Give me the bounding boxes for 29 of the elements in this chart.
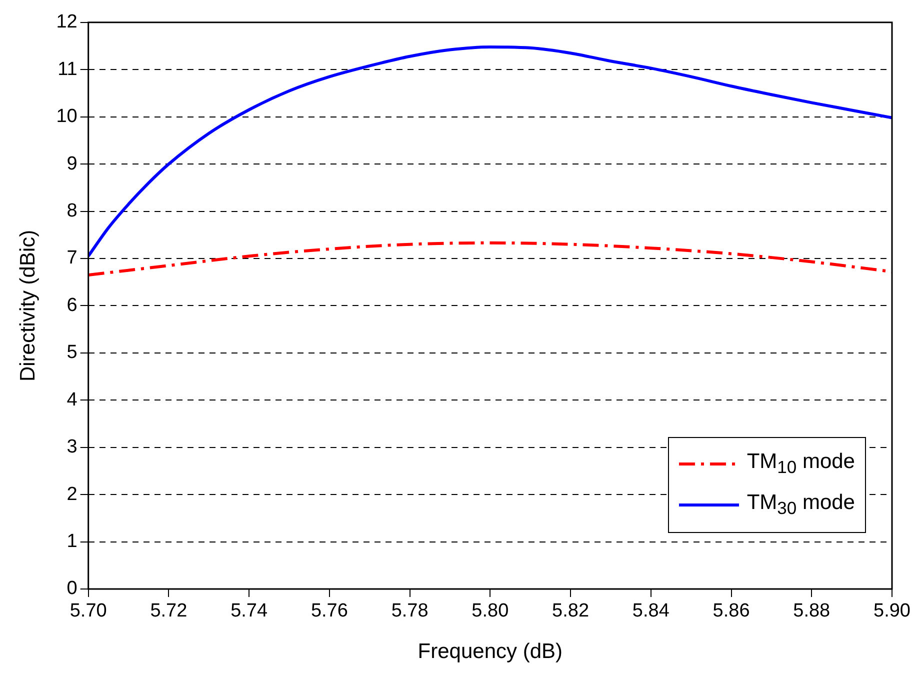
y-tick-label: 12: [56, 12, 78, 33]
x-tick-label: 5.70: [70, 600, 107, 622]
y-tick-label: 11: [58, 58, 78, 80]
x-tick-label: 5.82: [552, 600, 590, 622]
y-axis-title: Directivity (dBic): [16, 230, 40, 382]
x-tick-label: 5.84: [632, 600, 670, 622]
y-tick-label: 3: [66, 436, 78, 458]
legend-label: TM$_{30}$ mode: [746, 490, 855, 520]
x-tick-label: 5.80: [472, 600, 509, 622]
y-tick-label: 7: [66, 248, 78, 269]
y-tick-label: 10: [56, 106, 78, 128]
x-tick-label: 5.86: [712, 600, 750, 622]
y-tick-label: 5: [66, 342, 78, 364]
y-tick-label: 1: [66, 531, 78, 552]
y-tick-label: 4: [66, 389, 78, 410]
x-tick-label: 5.76: [310, 600, 348, 622]
x-tick-label: 5.74: [230, 600, 268, 622]
x-axis-title: Frequency (dB): [418, 640, 563, 664]
y-tick-label: 6: [66, 294, 78, 316]
x-tick-label: 5.90: [874, 600, 910, 622]
legend-label: TM$_{10}$ mode: [746, 448, 855, 479]
x-tick-label: 5.78: [391, 600, 428, 622]
y-tick-label: 0: [66, 578, 78, 600]
y-tick-label: 2: [66, 484, 78, 505]
line-series: [88, 45, 892, 258]
y-tick-label: 8: [66, 200, 78, 222]
y-tick-label: 9: [66, 153, 78, 174]
x-tick-label: 5.72: [150, 600, 188, 622]
x-tick-label: 5.88: [793, 600, 830, 622]
